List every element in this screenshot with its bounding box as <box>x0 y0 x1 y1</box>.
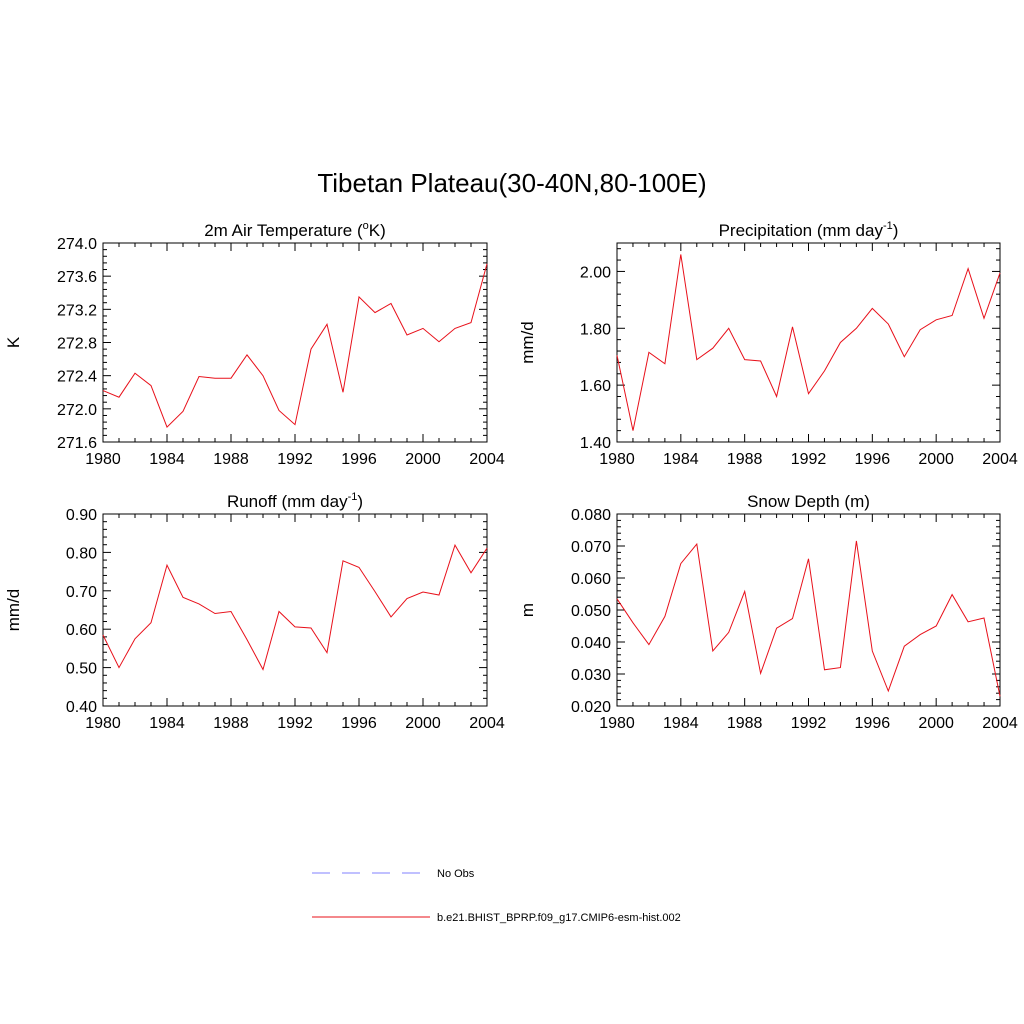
y-tick-label: 0.80 <box>66 545 97 562</box>
legend: No Obs b.e21.BHIST_BPRP.f09_g17.CMIP6-esm… <box>312 868 681 924</box>
x-tick-label: 1992 <box>791 451 827 468</box>
x-tick-label: 1996 <box>855 451 891 468</box>
y-tick-label: 273.2 <box>57 302 97 319</box>
y-tick-label: 0.080 <box>571 507 611 524</box>
x-tick-label: 1988 <box>213 451 249 468</box>
x-tick-label: 1988 <box>213 715 249 732</box>
y-tick-label: 0.070 <box>571 539 611 556</box>
y-tick-label: 0.60 <box>66 622 97 639</box>
x-tick-label: 2000 <box>918 715 954 732</box>
legend-label: b.e21.BHIST_BPRP.f09_g17.CMIP6-esm-hist.… <box>437 912 681 924</box>
y-tick-label: 0.040 <box>571 635 611 652</box>
x-tick-label: 2000 <box>918 451 954 468</box>
x-tick-label: 1980 <box>599 715 635 732</box>
y-tick-label: 272.0 <box>57 402 97 419</box>
x-tick-label: 2000 <box>405 451 441 468</box>
x-tick-label: 1984 <box>149 715 185 732</box>
panel-runoff: 1980 1984 1988 1992 1996 2000 2004 0.40 0.50 0.60… <box>4 491 505 732</box>
y-tick-label: 0.70 <box>66 584 97 601</box>
x-tick-label: 1984 <box>149 451 185 468</box>
x-tick-label: 2004 <box>982 451 1018 468</box>
y-axis-label: K <box>4 336 23 348</box>
y-axis-label: mm/d <box>518 321 537 364</box>
x-tick-label: 2004 <box>469 715 505 732</box>
series-line-model <box>102 543 488 671</box>
panel-precipitation: 1980 1984 1988 1992 1996 2000 2004 1.40 1.60 1.80… <box>518 220 1018 468</box>
x-tick-label: 1996 <box>341 451 377 468</box>
y-tick-label: 0.90 <box>66 507 97 524</box>
y-tick-label: 273.6 <box>57 269 97 286</box>
panel-title: Runoff (mm day-1) <box>227 491 363 511</box>
y-tick-label: 272.8 <box>57 336 97 353</box>
panel-title: 2m Air Temperature (oK) <box>204 220 386 240</box>
plot-frame <box>102 513 488 707</box>
x-tick-label: 1988 <box>727 451 763 468</box>
y-tick-label: 0.020 <box>571 699 611 716</box>
x-tick-label: 1996 <box>341 715 377 732</box>
y-tick-label: 0.030 <box>571 667 611 684</box>
x-tick-label: 2004 <box>982 715 1018 732</box>
panel-temperature: 1980 1984 1988 1992 1996 2000 2004 271.6 272.0 27… <box>4 220 505 468</box>
y-tick-label: 1.80 <box>580 321 611 338</box>
y-axis-label: m <box>518 603 537 617</box>
x-tick-label: 1980 <box>85 715 121 732</box>
panel-title: Precipitation (mm day-1) <box>719 220 899 240</box>
x-tick-label: 1992 <box>791 715 827 732</box>
x-tick-label: 1996 <box>855 715 891 732</box>
figure-title: Tibetan Plateau(30-40N,80-100E) <box>317 168 707 198</box>
y-axis-label: mm/d <box>4 589 23 632</box>
x-tick-label: 1984 <box>663 451 699 468</box>
y-tick-label: 274.0 <box>57 236 97 253</box>
y-tick-label: 271.6 <box>57 435 97 452</box>
y-tick-label: 0.050 <box>571 603 611 620</box>
series-line-model <box>616 540 1001 697</box>
y-tick-label: 1.40 <box>580 435 611 452</box>
x-tick-label: 1980 <box>85 451 121 468</box>
plot-frame <box>102 242 488 443</box>
y-tick-label: 0.060 <box>571 571 611 588</box>
x-tick-label: 1980 <box>599 451 635 468</box>
plot-frame <box>616 513 1001 707</box>
x-tick-label: 2004 <box>469 451 505 468</box>
x-tick-label: 1992 <box>277 715 313 732</box>
x-tick-label: 1984 <box>663 715 699 732</box>
legend-label: No Obs <box>437 868 475 880</box>
series-line-model <box>616 254 1001 431</box>
x-tick-label: 2000 <box>405 715 441 732</box>
y-tick-label: 0.40 <box>66 699 97 716</box>
panel-title: Snow Depth (m) <box>747 492 870 511</box>
y-tick-label: 0.50 <box>66 661 97 678</box>
y-tick-label: 272.4 <box>57 369 97 386</box>
y-tick-label: 2.00 <box>580 264 611 281</box>
plot-frame <box>616 242 1001 443</box>
x-tick-label: 1988 <box>727 715 763 732</box>
series-line-model <box>102 263 488 428</box>
y-tick-label: 1.60 <box>580 378 611 395</box>
panel-snow-depth: 1980 1984 1988 1992 1996 2000 2004 0.020 0.030 0.… <box>518 492 1018 732</box>
x-tick-label: 1992 <box>277 451 313 468</box>
